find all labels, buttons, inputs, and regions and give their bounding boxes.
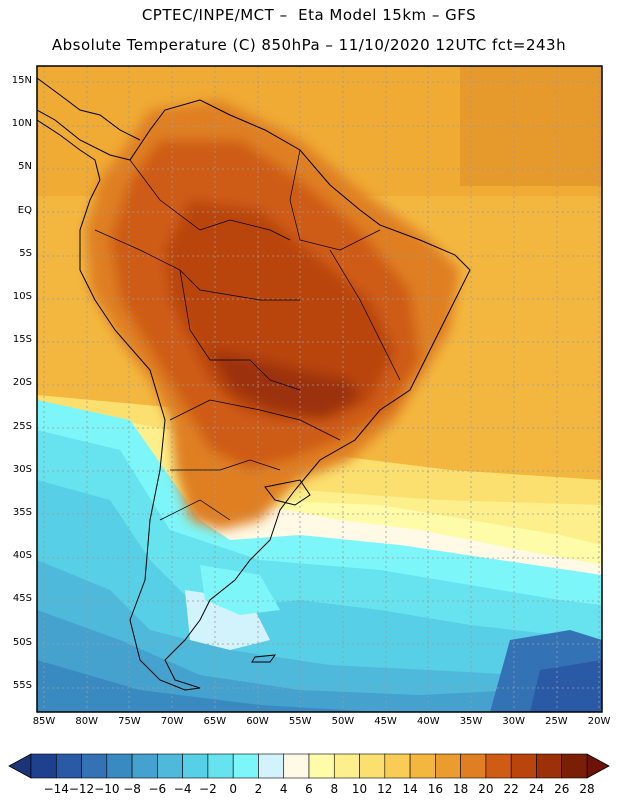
- colorbar-tick-label: −14: [43, 782, 69, 796]
- colorbar-swatch: [308, 753, 335, 779]
- colorbar-swatch: [384, 753, 411, 779]
- colorbar-tick-label: 6: [305, 782, 313, 796]
- colorbar-swatch: [106, 753, 133, 779]
- colorbar-swatch: [409, 753, 436, 779]
- colorbar-tick-label: 20: [478, 782, 494, 796]
- colorbar-swatch: [182, 753, 209, 779]
- lat-label: 45S: [12, 593, 32, 605]
- lon-label: 25W: [545, 716, 568, 727]
- lon-label: 45W: [374, 716, 397, 727]
- colorbar-tick-label: −4: [173, 782, 192, 796]
- colorbar-swatch: [510, 753, 537, 779]
- lat-label: 50S: [12, 636, 32, 648]
- colorbar-tick-label: 22: [503, 782, 519, 796]
- lon-label: 35W: [459, 716, 483, 727]
- lon-label: 85W: [32, 716, 56, 727]
- colorbar-swatch: [333, 753, 360, 779]
- colorbar-swatch: [157, 753, 183, 779]
- colorbar-swatch: [460, 753, 487, 779]
- colorbar-tick-label: 18: [452, 782, 469, 796]
- colorbar-tick-label: 26: [554, 782, 570, 796]
- colorbar-swatch: [359, 753, 386, 779]
- colorbar: [8, 753, 610, 779]
- south-america-coastline: [37, 77, 471, 691]
- colorbar-tick-label: −2: [199, 782, 217, 796]
- colorbar-swatch: [232, 753, 259, 779]
- map-frame: [36, 65, 603, 713]
- lat-label: 40S: [12, 550, 32, 562]
- colorbar-tick-label: −8: [123, 782, 141, 796]
- colorbar-swatch: [131, 753, 158, 779]
- colorbar-tick-label: −12: [68, 782, 95, 796]
- colorbar-underflow-triangle: [8, 753, 32, 779]
- lon-label: 40W: [416, 716, 440, 727]
- map-title-line-1: CPTEC/INPE/MCT – Eta Model 15km – GFS: [141, 6, 477, 24]
- colorbar-swatch: [81, 753, 108, 779]
- lat-label: 20S: [12, 377, 32, 389]
- colorbar-tick-label: 4: [279, 782, 288, 796]
- lat-label: 10S: [12, 291, 32, 302]
- colorbar-swatch: [30, 753, 57, 779]
- lat-label: 30S: [12, 463, 32, 475]
- colorbar-tick-label: 0: [229, 782, 237, 796]
- lat-label: 35S: [12, 507, 32, 518]
- lon-label: 65W: [203, 716, 227, 727]
- colorbar-tick-label: 12: [377, 782, 393, 796]
- lat-label: 55S: [12, 679, 32, 691]
- lat-label: 15N: [11, 75, 32, 86]
- colorbar-tick-label: −6: [148, 782, 167, 796]
- lat-label: 5S: [19, 247, 32, 259]
- lat-label: 5N: [18, 161, 32, 173]
- lon-label: 75W: [118, 716, 141, 727]
- map-title-line-2: Absolute Temperature (C) 850hPa – 11/10/…: [51, 36, 567, 54]
- colorbar-tick-label: 16: [427, 782, 443, 796]
- colorbar-swatch: [536, 753, 563, 779]
- colorbar-tick-label: 8: [330, 782, 339, 796]
- colorbar-swatch: [561, 753, 588, 779]
- temperature-field: [37, 66, 602, 712]
- colorbar-tick-label: 14: [402, 782, 418, 796]
- colorbar-tick-label: 10: [351, 782, 368, 796]
- lon-label: 60W: [246, 716, 269, 727]
- colorbar-tick-label: 2: [254, 782, 263, 796]
- lat-label: EQ: [17, 204, 32, 216]
- graticule-grid: [37, 66, 602, 712]
- lon-label: 20W: [587, 716, 611, 727]
- lat-label: 10N: [11, 118, 32, 130]
- lat-label: 25S: [12, 420, 32, 432]
- lon-label: 55W: [288, 716, 312, 727]
- colorbar-tick-label: 24: [528, 782, 545, 796]
- colorbar-overflow-triangle: [586, 753, 610, 779]
- colorbar-swatch: [485, 753, 512, 779]
- colorbar-tick-label: −10: [94, 782, 120, 796]
- lat-label: 15S: [12, 334, 32, 346]
- lon-label: 30W: [502, 716, 525, 727]
- colorbar-swatch: [55, 753, 82, 779]
- colorbar-tick-label: 28: [579, 782, 595, 796]
- lon-label: 70W: [160, 716, 184, 727]
- colorbar-swatch: [435, 753, 461, 779]
- colorbar-swatch: [283, 753, 310, 779]
- colorbar-swatch: [258, 753, 285, 779]
- country-borders: [94, 149, 401, 521]
- lon-label: 50W: [331, 716, 355, 727]
- lon-label: 80W: [75, 716, 98, 727]
- colorbar-swatch: [207, 753, 234, 779]
